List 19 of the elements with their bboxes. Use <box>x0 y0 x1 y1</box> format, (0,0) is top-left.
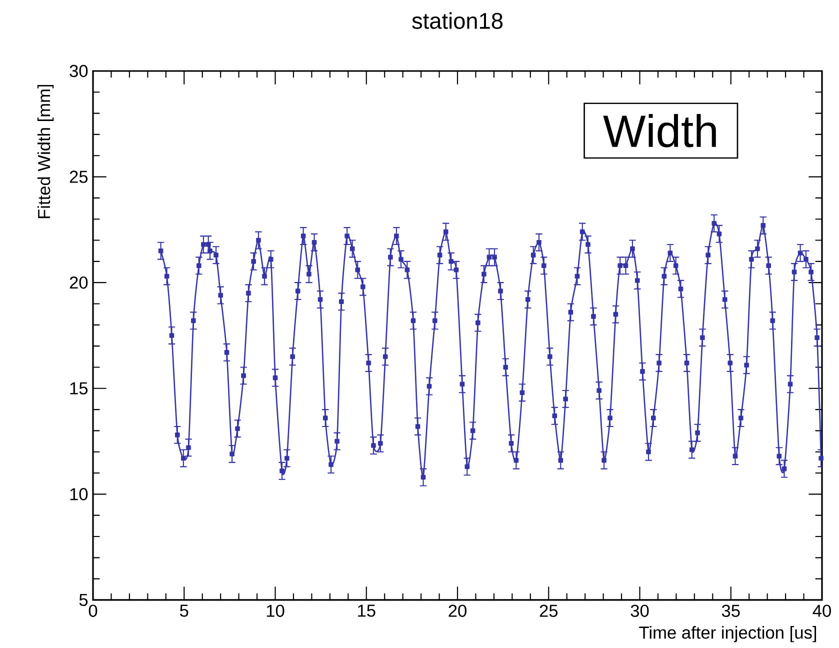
x-tick-label: 35 <box>722 604 740 617</box>
y-axis-title: Fitted Width [mm] <box>37 84 54 218</box>
x-tick-label: 5 <box>180 604 188 617</box>
y-tick-label: 30 <box>70 64 88 78</box>
annotation: Width <box>603 114 716 148</box>
x-tick-label: 40 <box>812 604 831 617</box>
chart-title: station18 <box>412 12 503 29</box>
x-axis-title: Time after injection [us] <box>639 626 816 642</box>
x-tick-label: 25 <box>540 604 558 617</box>
x-tick-label: 20 <box>448 604 466 617</box>
x-tick-label: 15 <box>358 604 376 617</box>
y-tick-label: 10 <box>70 488 88 500</box>
y-tick-label: 20 <box>70 276 88 289</box>
x-tick-label: 10 <box>266 604 284 617</box>
x-tick-label: 0 <box>88 604 98 617</box>
y-tick-label: 15 <box>70 382 88 394</box>
y-tick-label: 25 <box>70 170 88 183</box>
y-tick-label: 5 <box>79 594 88 606</box>
x-tick-label: 30 <box>630 604 649 617</box>
